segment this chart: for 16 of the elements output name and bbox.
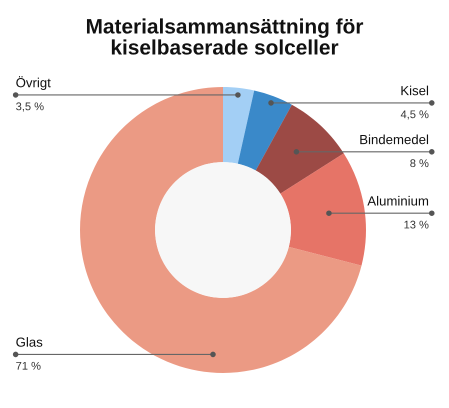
donut-slice (223, 87, 254, 164)
data-label: 13 % (404, 220, 429, 229)
donut-slice (280, 153, 366, 266)
slice-label: Övrigt (16, 76, 51, 90)
slice-label: Glas (16, 337, 42, 347)
slice-label: Bindemedel (360, 134, 428, 144)
chart-title: Materialsammansättning för kiselbaserade solceller (86, 18, 364, 55)
donut-slice (256, 104, 344, 194)
data-label: 4,5 % (400, 110, 429, 120)
slice-label: Aluminium (367, 196, 428, 206)
donut-slice (238, 90, 292, 170)
slice-label: Kisel (401, 86, 428, 96)
data-label: 3,5 % (16, 102, 44, 112)
data-label: 71 % (16, 362, 41, 370)
data-label: 8 % (410, 159, 429, 168)
donut-slice (80, 87, 362, 373)
